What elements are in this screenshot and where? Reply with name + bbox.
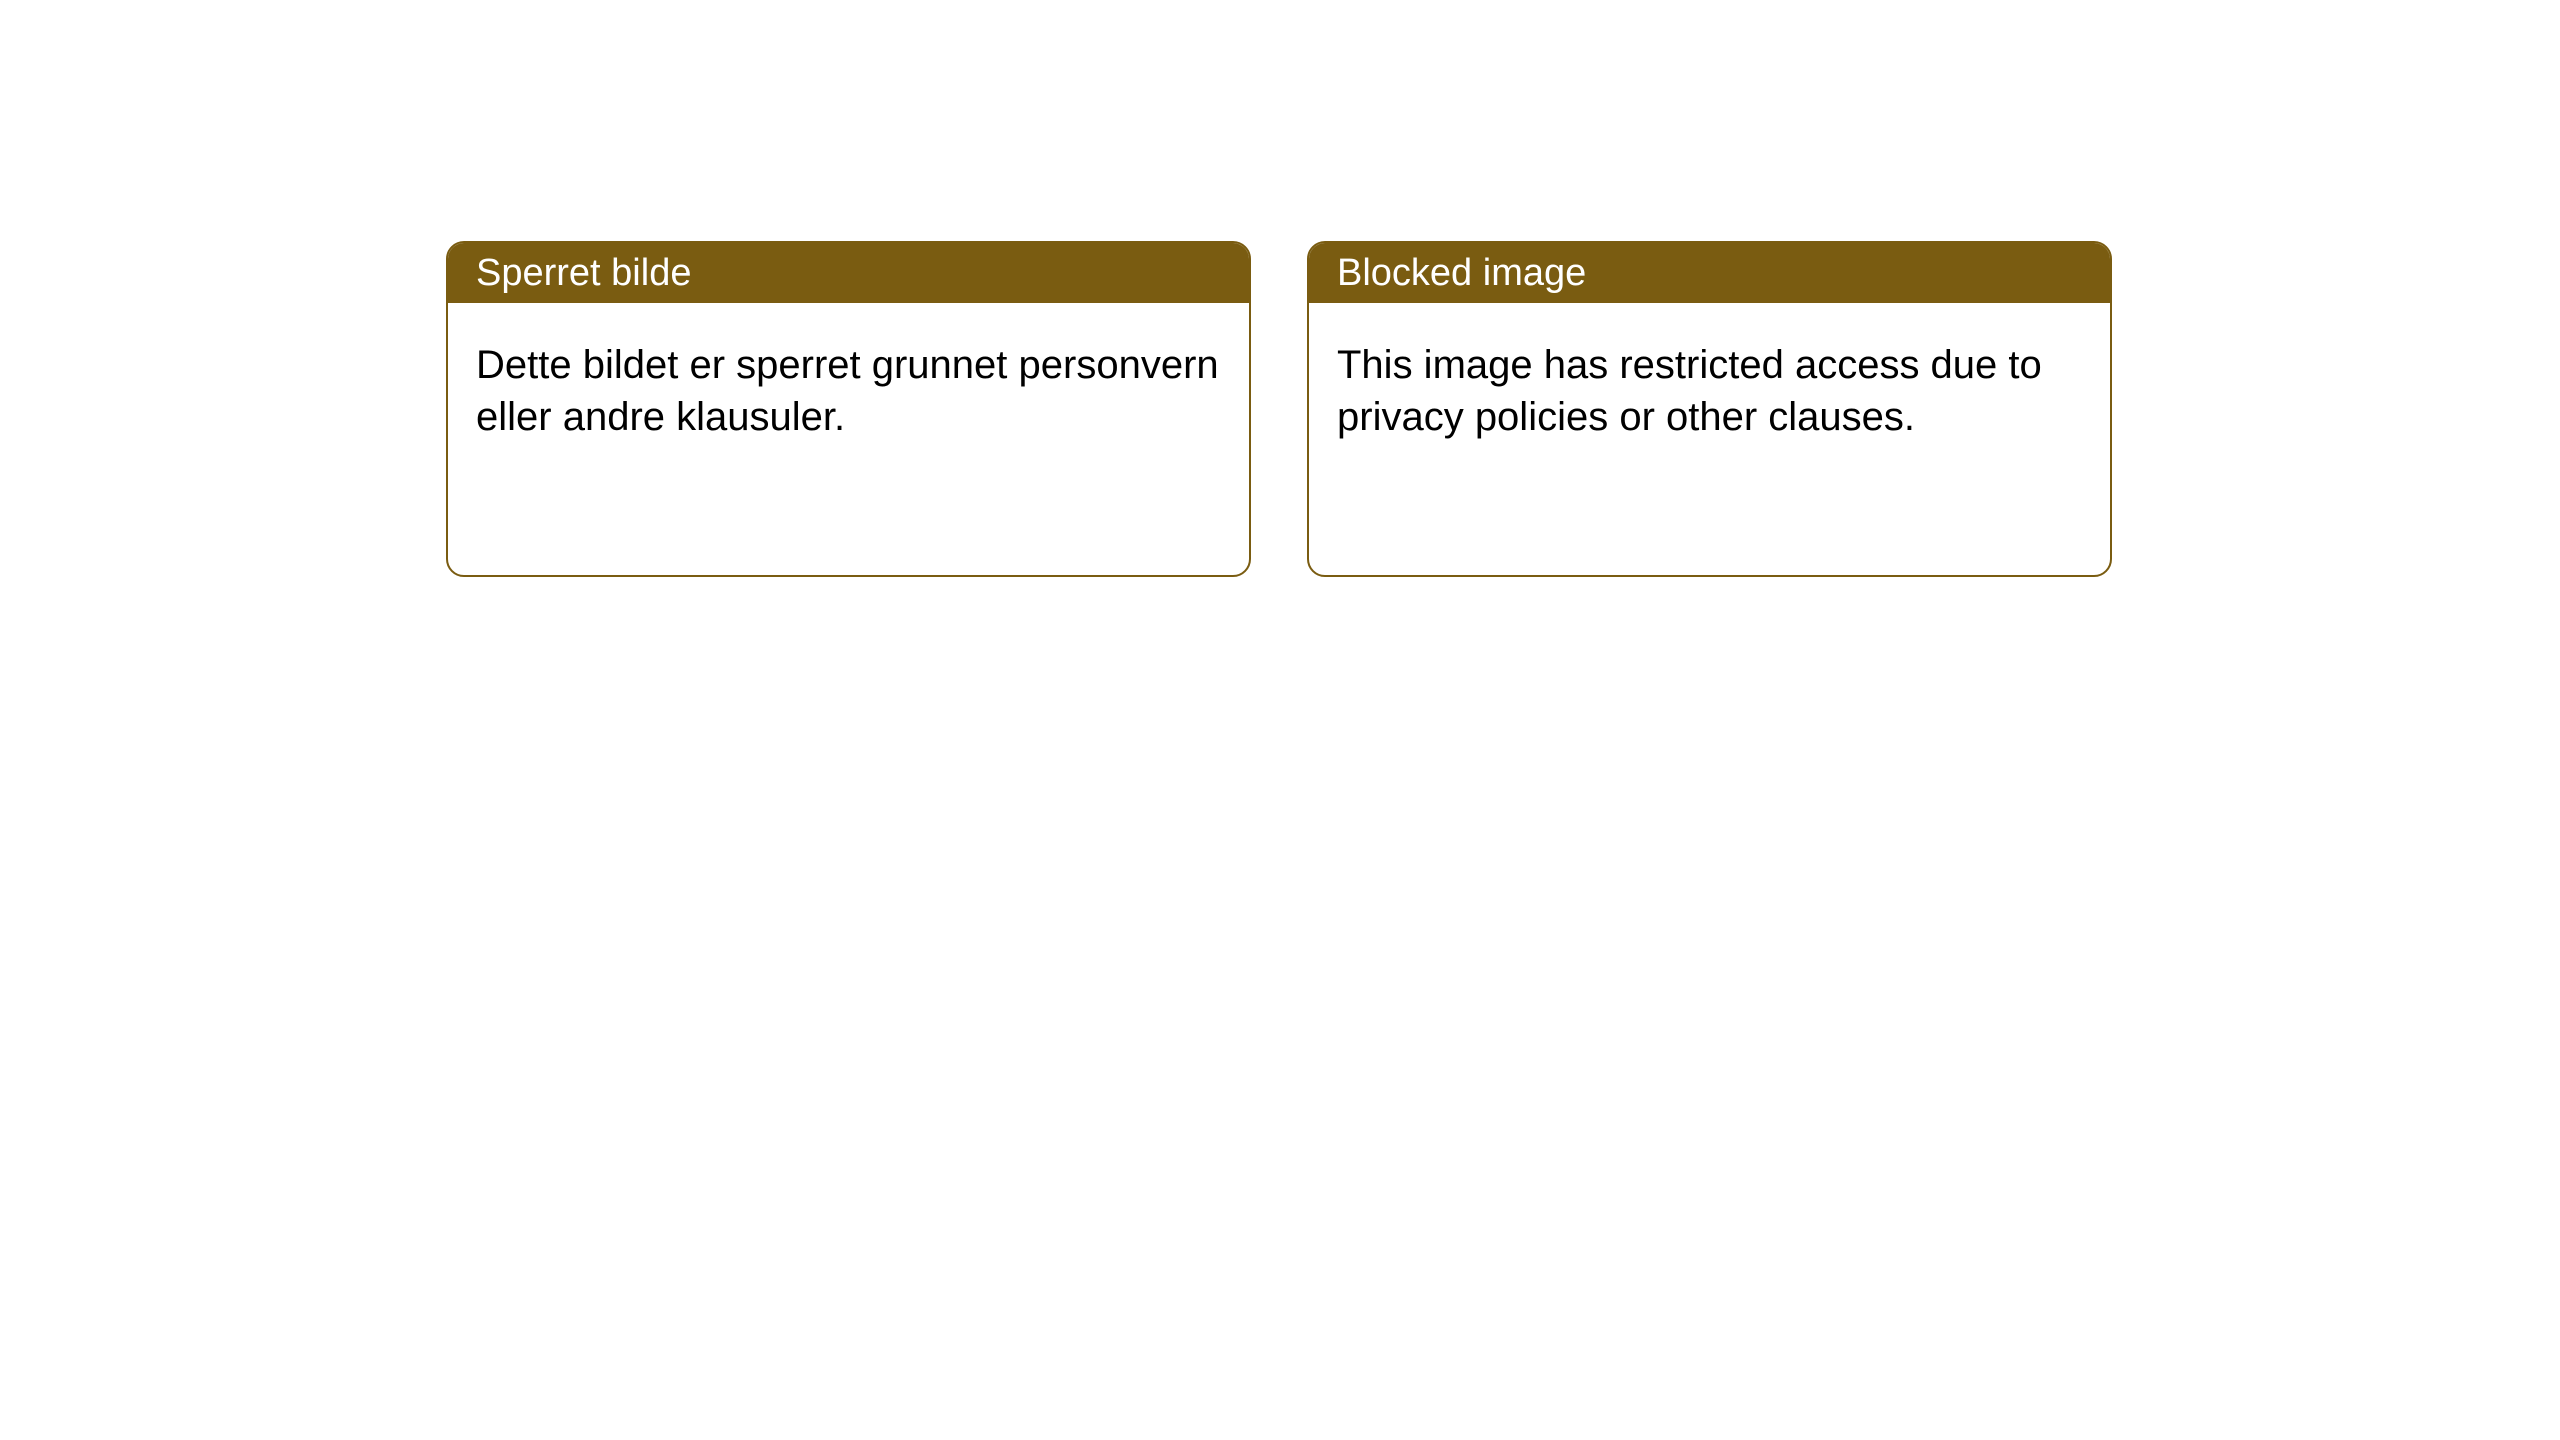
card-body-english: This image has restricted access due to … [1309, 303, 2110, 479]
card-header-norwegian: Sperret bilde [448, 243, 1249, 303]
card-message-norwegian: Dette bildet er sperret grunnet personve… [476, 343, 1219, 439]
blocked-image-card-english: Blocked image This image has restricted … [1307, 241, 2112, 577]
card-header-english: Blocked image [1309, 243, 2110, 303]
card-message-english: This image has restricted access due to … [1337, 343, 2042, 439]
card-title-english: Blocked image [1337, 252, 1586, 295]
card-title-norwegian: Sperret bilde [476, 252, 691, 295]
blocked-image-card-norwegian: Sperret bilde Dette bildet er sperret gr… [446, 241, 1251, 577]
card-body-norwegian: Dette bildet er sperret grunnet personve… [448, 303, 1249, 479]
notice-cards-container: Sperret bilde Dette bildet er sperret gr… [446, 241, 2112, 577]
